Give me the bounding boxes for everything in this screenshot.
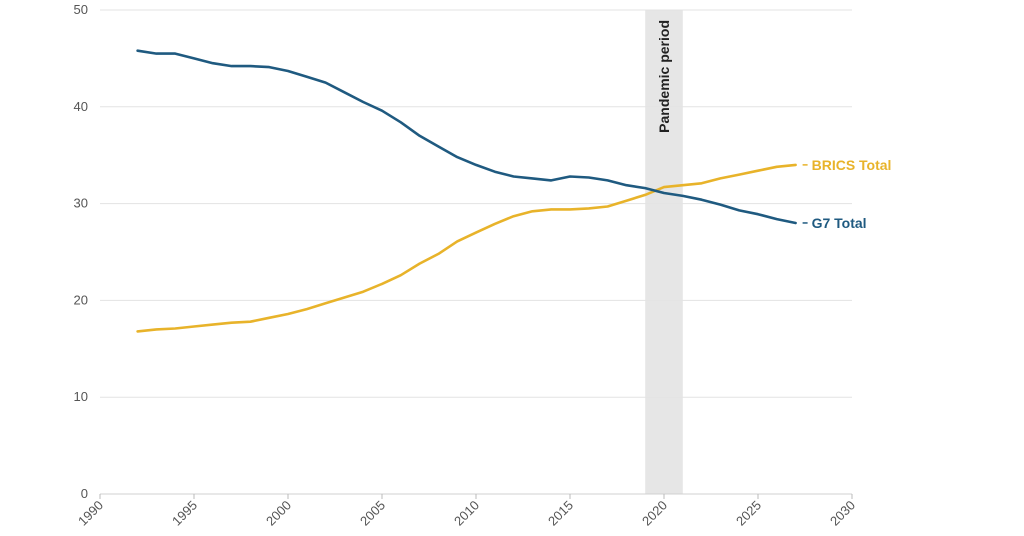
g7-total-line	[136, 49, 797, 225]
y-tick-label: 50	[74, 2, 88, 17]
series-lines	[136, 49, 797, 333]
x-tick-label: 2030	[827, 498, 858, 529]
band-layer	[645, 10, 683, 494]
brics-total-line	[136, 163, 797, 333]
y-tick-label: 40	[74, 99, 88, 114]
x-tick-label: 1995	[169, 498, 200, 529]
pandemic-period-band	[645, 10, 683, 494]
y-tick-label: 0	[81, 486, 88, 501]
x-axis-ticks: 1990 1995 2000 2005 2010 2015 2020 2025 2030	[75, 494, 858, 529]
x-tick-label: 2000	[263, 498, 294, 529]
x-tick-label: 2025	[733, 498, 764, 529]
y-tick-label: 20	[74, 292, 88, 307]
x-tick-label: 2015	[545, 498, 576, 529]
y-tick-label: 10	[74, 389, 88, 404]
pandemic-period-label: Pandemic period	[656, 20, 672, 133]
g7-total-label: G7 Total	[812, 215, 867, 231]
y-tick-label: 30	[74, 196, 88, 211]
x-tick-label: 2010	[451, 498, 482, 529]
series-labels: BRICS Total G7 Total	[802, 157, 892, 231]
x-tick-label: 2005	[357, 498, 388, 529]
gridlines	[100, 9, 852, 398]
x-tick-label: 2020	[639, 498, 670, 529]
x-tick-label: 1990	[75, 498, 106, 529]
brics-total-label: BRICS Total	[812, 157, 892, 173]
y-axis-ticks: 0 10 20 30 40 50	[74, 2, 88, 501]
